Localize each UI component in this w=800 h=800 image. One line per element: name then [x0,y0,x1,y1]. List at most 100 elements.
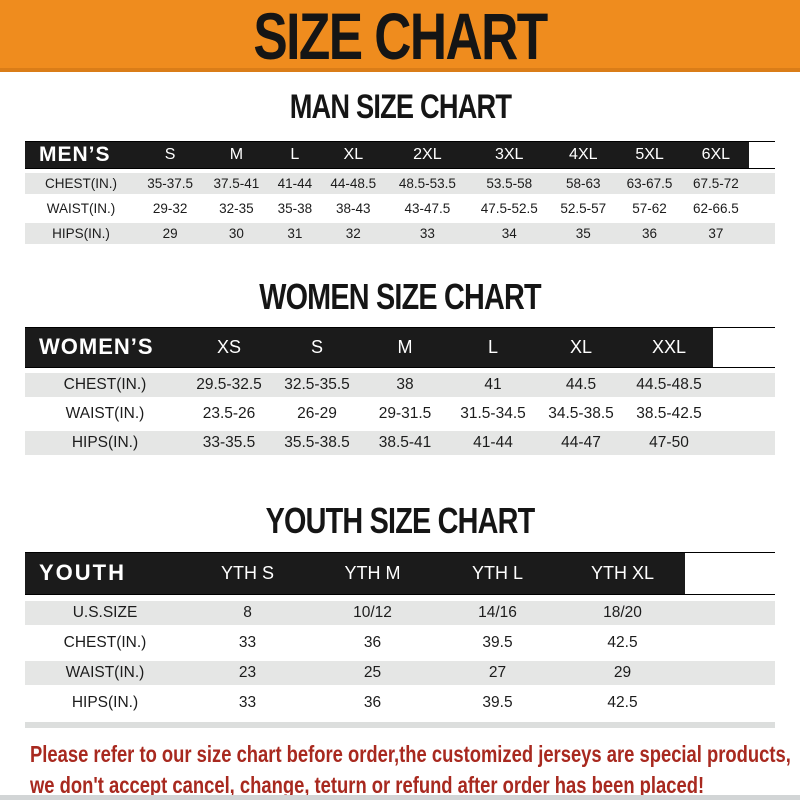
spacer-cell [685,660,775,685]
measurement-row: U.S.SIZE 8 10/12 14/16 18/20 [25,600,775,625]
size-value-cell: 35 [550,223,617,245]
size-value-cell: 33 [386,223,469,245]
size-column-header: XL [320,141,387,170]
size-value-cell: 29 [560,660,685,685]
size-column-header: YTH XL [560,551,685,595]
spacer-cell [713,430,775,455]
size-column-header: M [361,326,449,368]
measurement-row-label: HIPS(IN.) [25,223,137,245]
size-value-cell: 29 [137,223,204,245]
size-value-cell: 42.5 [560,690,685,715]
measurement-row: HIPS(IN.) 29 30 31 32 33 34 35 36 37 [25,223,775,245]
size-value-cell: 14/16 [435,600,560,625]
size-value-cell: 36 [310,690,435,715]
spacer-cell [685,551,775,595]
measurement-row-label: U.S.SIZE [25,600,185,625]
women-size-table: WOMEN’S XS S M L XL XXL CHEST(IN.) 29.5-32.5 32… [25,322,775,460]
size-value-cell: 18/20 [560,600,685,625]
policy-line-1: Please refer to our size chart before or… [30,740,791,767]
size-value-cell: 67.5-72 [682,173,749,195]
women-table-label: WOMEN’S [25,326,185,368]
size-value-cell: 43-47.5 [386,198,469,220]
size-value-cell: 29-31.5 [361,401,449,426]
size-value-cell: 32.5-35.5 [273,372,361,397]
size-column-header: 6XL [682,141,749,170]
measurement-row: HIPS(IN.) 33-35.5 35.5-38.5 38.5-41 41-44 44-… [25,430,775,455]
size-value-cell: 41-44 [269,173,321,195]
size-value-cell: 29.5-32.5 [185,372,273,397]
size-value-cell: 32 [320,223,387,245]
size-value-cell: 10/12 [310,600,435,625]
size-column-header: L [269,141,321,170]
spacer-cell [713,372,775,397]
size-value-cell: 52.5-57 [550,198,617,220]
size-value-cell: 44-48.5 [320,173,387,195]
size-value-cell: 35-38 [269,198,321,220]
measurement-row-label: CHEST(IN.) [25,630,185,655]
size-value-cell: 31.5-34.5 [449,401,537,426]
measurement-row: WAIST(IN.) 23.5-26 26-29 29-31.5 31.5-34.5 34… [25,401,775,426]
size-value-cell: 58-63 [550,173,617,195]
size-value-cell: 29-32 [137,198,204,220]
women-size-chart-section: WOMEN SIZE CHART WOMEN’S XS S M L XL XXL CHES… [0,277,800,460]
size-value-cell: 63-67.5 [616,173,683,195]
size-value-cell: 33-35.5 [185,430,273,455]
man-section-heading: MAN SIZE CHART [289,88,511,126]
measurement-row: CHEST(IN.) 33 36 39.5 42.5 [25,630,775,655]
size-value-cell: 34.5-38.5 [537,401,625,426]
youth-section-heading: YOUTH SIZE CHART [265,499,536,541]
size-column-header: YTH S [185,551,310,595]
size-column-header: 3XL [468,141,551,170]
measurement-row-label: WAIST(IN.) [25,660,185,685]
size-column-header: M [203,141,270,170]
measurement-row-label: CHEST(IN.) [25,173,137,195]
spacer-cell [685,630,775,655]
size-value-cell: 44-47 [537,430,625,455]
measurement-row-label: WAIST(IN.) [25,401,185,426]
spacer-cell [749,173,775,195]
size-value-cell: 33 [185,690,310,715]
size-column-header: XS [185,326,273,368]
spacer-cell [685,600,775,625]
spacer-cell [749,141,775,170]
man-size-chart-section: MAN SIZE CHART MEN’S S M L XL 2XL 3XL 4XL 5XL 6X… [0,88,800,248]
size-value-cell: 39.5 [435,630,560,655]
women-table-header-row: WOMEN’S XS S M L XL XXL [25,326,775,368]
men-table-label: MEN’S [25,141,137,170]
size-value-cell: 38-43 [320,198,387,220]
size-value-cell: 53.5-58 [468,173,551,195]
size-column-header: 5XL [616,141,683,170]
measurement-row: CHEST(IN.) 35-37.5 37.5-41 41-44 44-48.5 48.5… [25,173,775,195]
size-value-cell: 33 [185,630,310,655]
measurement-row-label: HIPS(IN.) [25,690,185,715]
spacer-cell [749,198,775,220]
size-value-cell: 48.5-53.5 [386,173,469,195]
measurement-row: CHEST(IN.) 29.5-32.5 32.5-35.5 38 41 44.5 44.5… [25,372,775,397]
measurement-row: WAIST(IN.) 29-32 32-35 35-38 38-43 43-47.5 47.… [25,198,775,220]
size-value-cell: 27 [435,660,560,685]
size-column-header: S [137,141,204,170]
size-value-cell: 38.5-42.5 [625,401,713,426]
measurement-row-label: CHEST(IN.) [25,372,185,397]
size-chart-banner: SIZE CHART [0,0,800,72]
youth-size-table: YOUTH YTH S YTH M YTH L YTH XL U.S.SIZE 8 10/… [25,546,775,721]
youth-table-bottom-strip [25,721,775,728]
size-value-cell: 35-37.5 [137,173,204,195]
size-value-cell: 36 [616,223,683,245]
size-value-cell: 37 [682,223,749,245]
spacer-cell [749,223,775,245]
size-value-cell: 41-44 [449,430,537,455]
size-value-cell: 57-62 [616,198,683,220]
size-value-cell: 36 [310,630,435,655]
youth-table-label: YOUTH [25,551,185,595]
size-column-header: YTH L [435,551,560,595]
size-value-cell: 39.5 [435,690,560,715]
women-section-heading: WOMEN SIZE CHART [259,276,541,318]
size-column-header: XL [537,326,625,368]
size-value-cell: 26-29 [273,401,361,426]
size-value-cell: 31 [269,223,321,245]
size-value-cell: 25 [310,660,435,685]
size-value-cell: 8 [185,600,310,625]
size-value-cell: 44.5 [537,372,625,397]
size-value-cell: 30 [203,223,270,245]
